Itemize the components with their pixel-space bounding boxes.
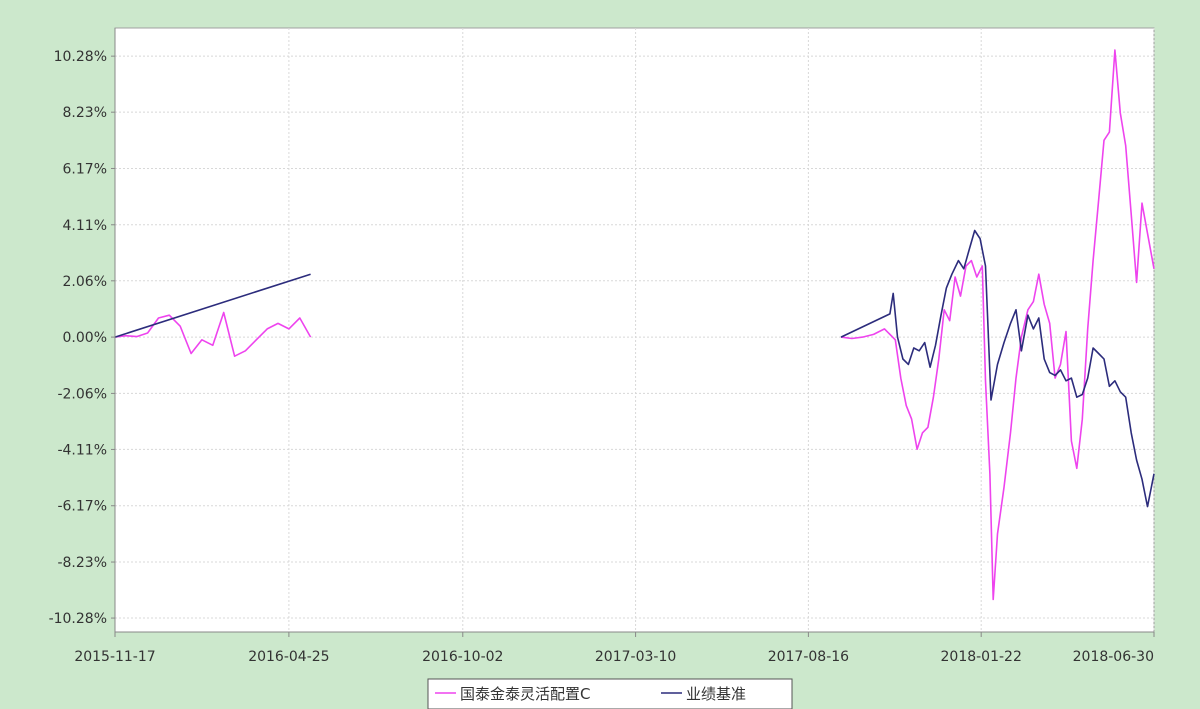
series-line-fund <box>114 311 312 358</box>
legend-box <box>427 678 793 709</box>
y-tick-label: -2.06% <box>57 386 107 402</box>
y-tick-label: -6.17% <box>57 499 107 515</box>
y-axis-ticks: 10.28% 8.23% 6.17% 4.11% 2.06% 0.00% -2.06% -4.… <box>49 49 115 627</box>
y-tick-label: 6.17% <box>63 161 107 177</box>
x-tick-label: 2016-10-02 <box>422 649 503 665</box>
x-tick-label: 2017-03-10 <box>595 649 676 665</box>
plot-area <box>114 27 1155 633</box>
x-axis-ticks: 2015-11-17 2016-04-25 2016-10-02 2017-03-10… <box>74 632 1155 665</box>
y-tick-label: 4.11% <box>63 218 107 234</box>
x-tick-label: 2016-04-25 <box>248 649 329 665</box>
series-line-fund <box>840 49 1155 601</box>
y-tick-label: 0.00% <box>63 330 107 346</box>
y-tick-label: -8.23% <box>57 555 107 571</box>
legend-label-benchmark: 业绩基准 <box>686 685 746 703</box>
legend: 国泰金泰灵活配置C 业绩基准 <box>427 678 793 709</box>
x-tick-label: 2017-08-16 <box>768 649 849 665</box>
series-lines <box>114 49 1155 601</box>
y-tick-label: -10.28% <box>49 611 107 627</box>
y-tick-label: 8.23% <box>63 105 107 121</box>
series-line-benchmark <box>114 273 311 338</box>
x-tick-label: 2018-06-30 <box>1073 649 1154 665</box>
series-line-benchmark <box>840 229 1155 508</box>
grid-lines <box>114 28 1155 632</box>
y-tick-label: -4.11% <box>57 442 107 458</box>
y-tick-label: 2.06% <box>63 274 107 290</box>
y-tick-label: 10.28% <box>54 49 107 65</box>
x-tick-label: 2018-01-22 <box>941 649 1022 665</box>
x-tick-label: 2015-11-17 <box>74 649 155 665</box>
legend-label-fund: 国泰金泰灵活配置C <box>460 685 590 703</box>
